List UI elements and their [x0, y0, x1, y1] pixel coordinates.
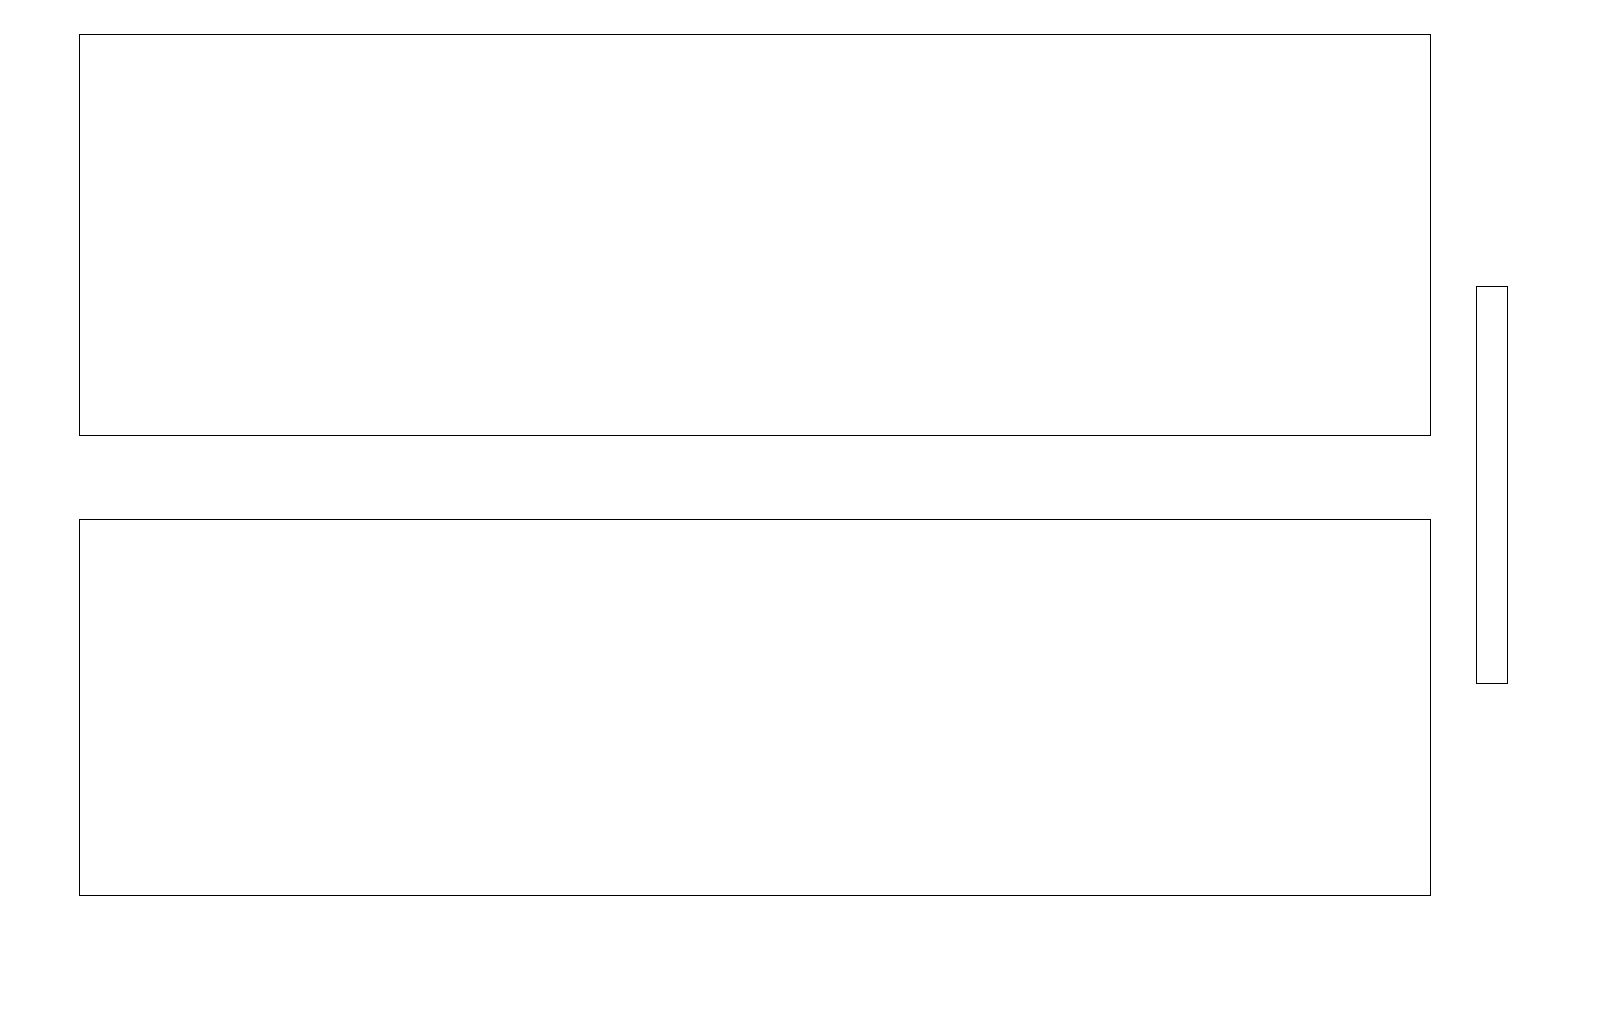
- colorbar: [1476, 286, 1508, 684]
- colorbar-gradient: [1477, 287, 1507, 683]
- heatmap-raw-canvas: [80, 35, 1430, 435]
- heatmap-panel-screened: [79, 519, 1431, 896]
- heatmap-panel-raw: [79, 34, 1431, 436]
- heatmap-screened-canvas: [80, 520, 1430, 895]
